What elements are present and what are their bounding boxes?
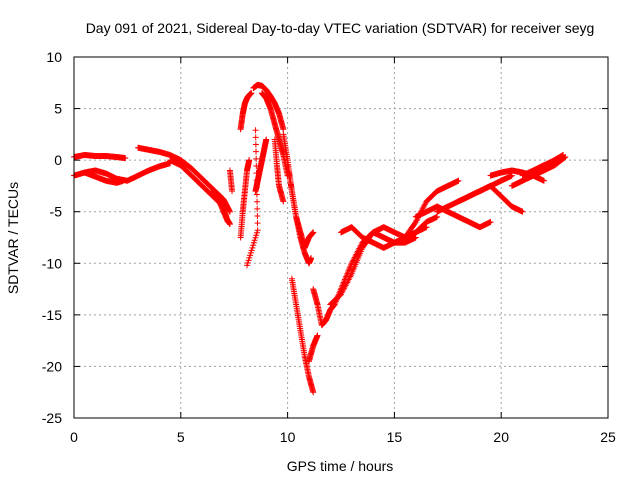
data-point [347,272,354,279]
data-point [308,255,315,262]
data-point [254,212,261,219]
x-axis-label: GPS time / hours [287,458,394,474]
series-track-d [135,144,233,215]
data-point [423,224,430,231]
y-tick-label: -20 [42,358,62,374]
data-point [252,134,259,141]
data-point [226,221,233,228]
data-point [244,259,251,266]
series-track-p [288,275,317,396]
series-track-aa [519,151,567,179]
series-track-c [81,169,127,186]
series-track-t [338,224,430,251]
data-point [253,162,260,169]
data-point [253,232,260,239]
data-point [487,219,494,226]
y-tick-label: -15 [42,307,62,323]
data-point [229,188,236,195]
data-point [345,267,352,274]
series-track-u [402,177,462,241]
y-tick-label: 5 [54,101,62,117]
data-point [247,249,254,256]
series-track-f [209,188,233,228]
data-point [519,208,526,215]
y-axis-label: SDTVAR / TECUs [5,182,21,294]
series-track-a [71,151,129,162]
y-tick-label: -10 [42,255,62,271]
data-point [263,136,270,143]
data-point [251,237,258,244]
data-point [253,229,260,236]
data-point [254,227,261,234]
data-point [253,191,260,198]
data-point [412,234,419,241]
data-point [249,244,256,251]
data-point [310,229,317,236]
series-track-x [455,182,526,215]
data-point [244,262,251,269]
data-point [253,155,260,162]
data-point [253,177,260,184]
series-track-i [237,90,255,133]
y-tick-label: 0 [54,152,62,168]
grid-lines [74,57,608,418]
data-point [254,220,261,227]
data-point [252,141,259,148]
y-tick-label: -5 [50,204,63,220]
data-point [434,213,441,220]
series-track-v [412,203,494,231]
data-point [120,177,127,184]
data-point [247,252,254,259]
x-tick-label: 20 [493,429,509,445]
data-point [346,266,353,273]
series-track-l [252,136,270,195]
series-track-m [271,136,287,205]
plot-frame [73,56,609,419]
data-point [280,126,287,133]
data-point [122,155,129,162]
data-point [253,170,260,177]
data-point [246,157,253,164]
x-tick-label: 15 [387,429,403,445]
data-point [508,172,515,179]
data-point [254,205,261,212]
series-track-q [305,332,321,365]
series-track-o [284,162,315,267]
data-point [248,90,255,97]
x-tick-label: 25 [600,429,616,445]
data-point [455,177,462,184]
series-track-j [250,81,287,133]
data-point [253,148,260,155]
data-point [540,177,547,184]
series-track-g [226,167,236,195]
data-point [250,239,257,246]
y-tick-label: 10 [46,49,62,65]
chart-title: Day 091 of 2021, Sidereal Day-to-day VTE… [86,20,595,36]
data-point [560,151,567,158]
data-point [245,257,252,264]
x-tick-label: 10 [280,429,296,445]
data-point [253,184,260,191]
data-points [71,81,569,396]
data-point [248,247,255,254]
axis-ticks: 0 5 10 15 20 25 10 5 0 -5 -10 -15 -20 -25 [42,49,616,445]
data-point [310,389,317,396]
x-tick-label: 0 [70,429,78,445]
data-point [252,127,259,134]
y-tick-label: -25 [42,410,62,426]
data-point [314,332,321,339]
x-tick-label: 5 [177,429,185,445]
series-outliers [244,127,261,269]
data-point [246,254,253,261]
data-point [254,198,261,205]
data-point [252,234,259,241]
series-track-h [237,157,253,241]
data-point [250,242,257,249]
data-point [280,198,287,205]
